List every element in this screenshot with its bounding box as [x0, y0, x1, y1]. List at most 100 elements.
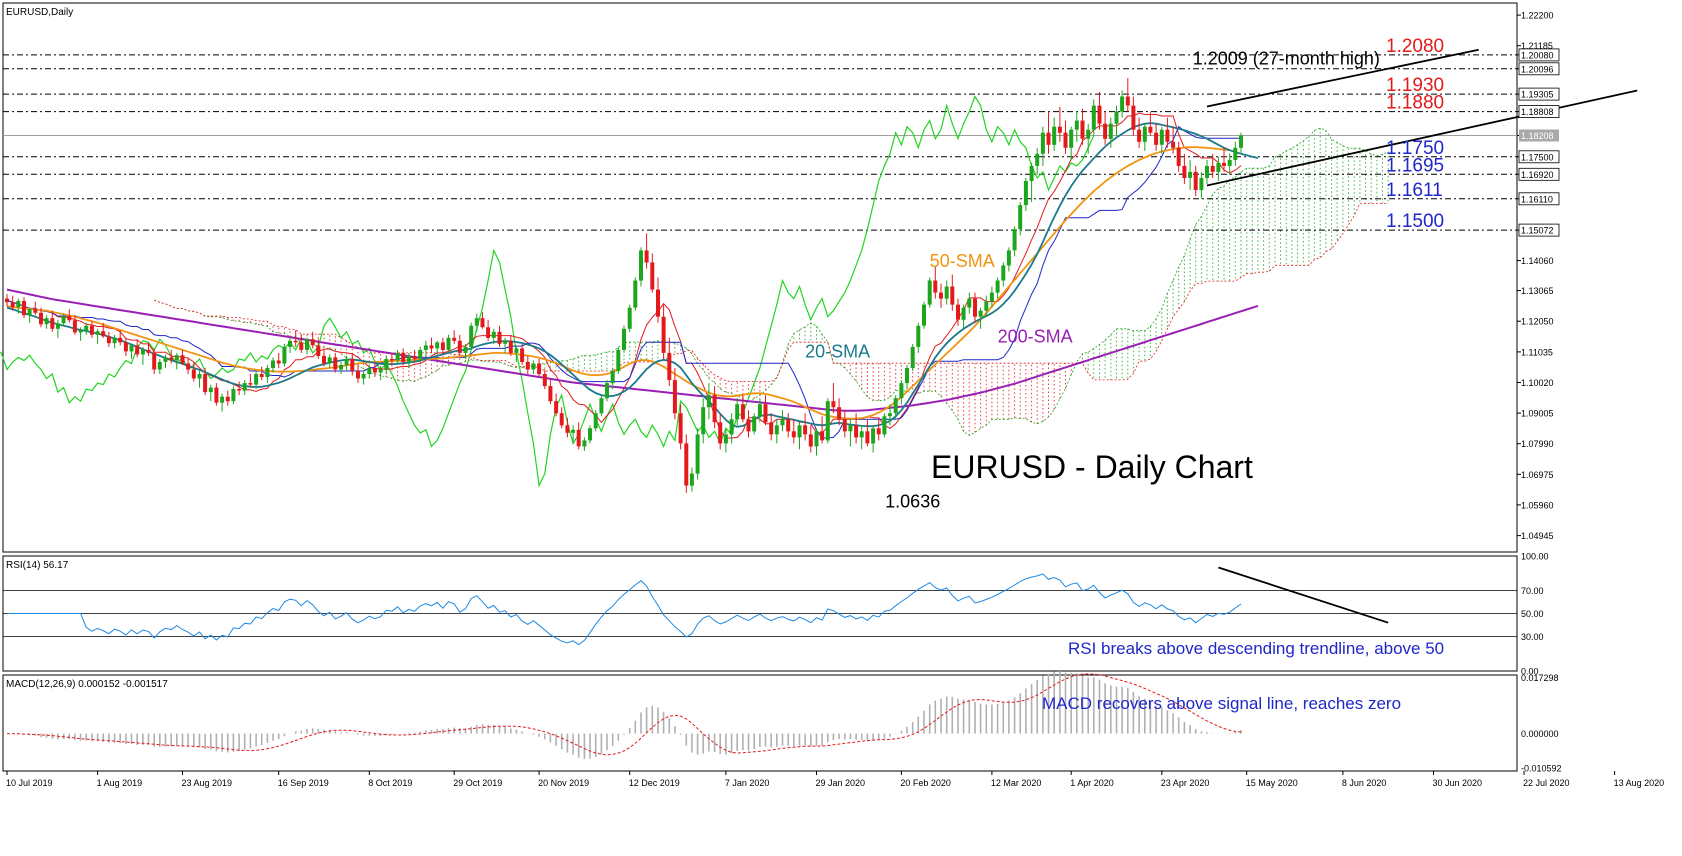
candle-body	[1086, 129, 1091, 139]
price-panel-header: EURUSD,Daily	[6, 7, 73, 18]
y-tick-label: 1.06975	[1521, 470, 1554, 480]
candle-body	[1165, 129, 1170, 142]
candle-body	[174, 355, 179, 361]
candle-body	[446, 337, 451, 350]
candle-body	[486, 327, 491, 338]
rsi-panel-header: RSI(14) 56.17	[6, 560, 69, 571]
candle-body	[1006, 250, 1011, 266]
candle-body	[214, 387, 219, 403]
candle-body	[956, 304, 960, 320]
candle-body	[129, 345, 134, 352]
y-tick-box	[1518, 48, 1560, 62]
candle-body	[531, 363, 536, 370]
x-tick-label: 16 Sep 2019	[278, 778, 329, 788]
candle-body	[582, 440, 587, 447]
candle-body	[610, 371, 615, 384]
candle-body	[84, 325, 89, 331]
candle-body	[1001, 265, 1006, 281]
candle-body	[406, 355, 411, 362]
candle-body	[237, 389, 242, 391]
y-tick-label: 1.07990	[1521, 439, 1554, 449]
x-tick-label: 20 Nov 2019	[538, 778, 589, 788]
candle-body	[706, 395, 711, 408]
candle-body	[1159, 129, 1164, 145]
x-tick-label: 8 Jun 2020	[1342, 778, 1387, 788]
level-label: 1.1750	[1386, 138, 1444, 159]
x-tick-label: 22 Jul 2020	[1523, 778, 1570, 788]
candle-body	[1205, 165, 1209, 178]
candle-body	[50, 318, 55, 329]
candle-body	[837, 407, 842, 420]
level-label: 1.1695	[1386, 155, 1444, 176]
candle-body	[967, 298, 972, 308]
level-label: 1.1880	[1386, 93, 1444, 114]
candle-body	[933, 280, 938, 293]
candle-body	[1125, 96, 1130, 106]
candle-body	[452, 337, 457, 341]
candle-body	[5, 298, 9, 303]
candle-body	[503, 340, 508, 344]
candle-body	[203, 374, 208, 393]
x-tick-label: 12 Dec 2019	[629, 778, 680, 788]
candle-body	[169, 357, 174, 361]
candle-body	[939, 292, 943, 299]
candle-body	[944, 286, 949, 299]
candle-body	[984, 301, 989, 311]
candle-body	[429, 345, 434, 349]
candle-body	[474, 318, 479, 326]
candle-body	[542, 374, 547, 387]
candle-body	[435, 342, 440, 349]
candle-body	[191, 369, 196, 379]
candle-body	[95, 331, 100, 335]
candle-body	[695, 434, 700, 474]
rsi-annotation: RSI breaks above descending trendline, a…	[1068, 639, 1444, 658]
candle-body	[922, 304, 926, 326]
candle-body	[723, 434, 728, 444]
candle-body	[1018, 205, 1023, 230]
candle-body	[1210, 165, 1215, 172]
sma-200-line	[6, 288, 1259, 412]
x-tick-label: 10 Jul 2019	[6, 778, 53, 788]
y-tick-label: 1.17500	[1521, 152, 1554, 162]
candle-body	[667, 352, 672, 380]
chart-title: EURUSD - Daily Chart	[931, 449, 1253, 485]
candle-body	[78, 330, 83, 333]
x-tick-label: 29 Jan 2020	[816, 778, 866, 788]
y-tick-label: 1.18808	[1521, 107, 1554, 117]
candle-body	[1176, 147, 1181, 166]
rsi-trendline	[1218, 566, 1389, 624]
candle-body	[605, 383, 609, 399]
y-tick-box	[1518, 105, 1560, 118]
candle-body	[1029, 165, 1034, 181]
candle-body	[423, 345, 428, 350]
x-tick-label: 30 Jun 2020	[1433, 778, 1483, 788]
candle-body	[463, 346, 468, 353]
candle-body	[763, 404, 768, 423]
candle-body	[814, 431, 819, 447]
candle-body	[271, 360, 275, 368]
candle-body	[1199, 178, 1204, 191]
candle-body	[152, 352, 157, 370]
price-trendline	[1206, 48, 1479, 108]
x-tick-label: 15 May 2020	[1246, 778, 1298, 788]
candle-body	[689, 473, 694, 486]
macd-panel-header: MACD(12,26,9) 0.000152 -0.001517	[6, 679, 168, 690]
y-tick-label: 1.11035	[1521, 347, 1553, 357]
candle-body	[910, 346, 915, 368]
candle-body	[712, 395, 717, 423]
ma-label: 200-SMA	[998, 326, 1073, 346]
candle-body	[361, 374, 366, 379]
price-annotation: 1.2009 (27-month high)	[1193, 49, 1380, 69]
candle-body	[395, 352, 400, 361]
candle-body	[55, 323, 60, 329]
candle-body	[1052, 126, 1057, 145]
kijun-sen-line	[6, 125, 1241, 439]
candle-body	[565, 425, 570, 433]
x-tick-label: 7 Jan 2020	[725, 778, 770, 788]
candle-body	[1023, 181, 1028, 206]
candle-body	[746, 419, 751, 432]
candle-body	[276, 360, 281, 364]
senkou-span-a-line	[154, 127, 1389, 436]
candle-body	[1239, 135, 1243, 148]
candle-body	[140, 349, 145, 355]
